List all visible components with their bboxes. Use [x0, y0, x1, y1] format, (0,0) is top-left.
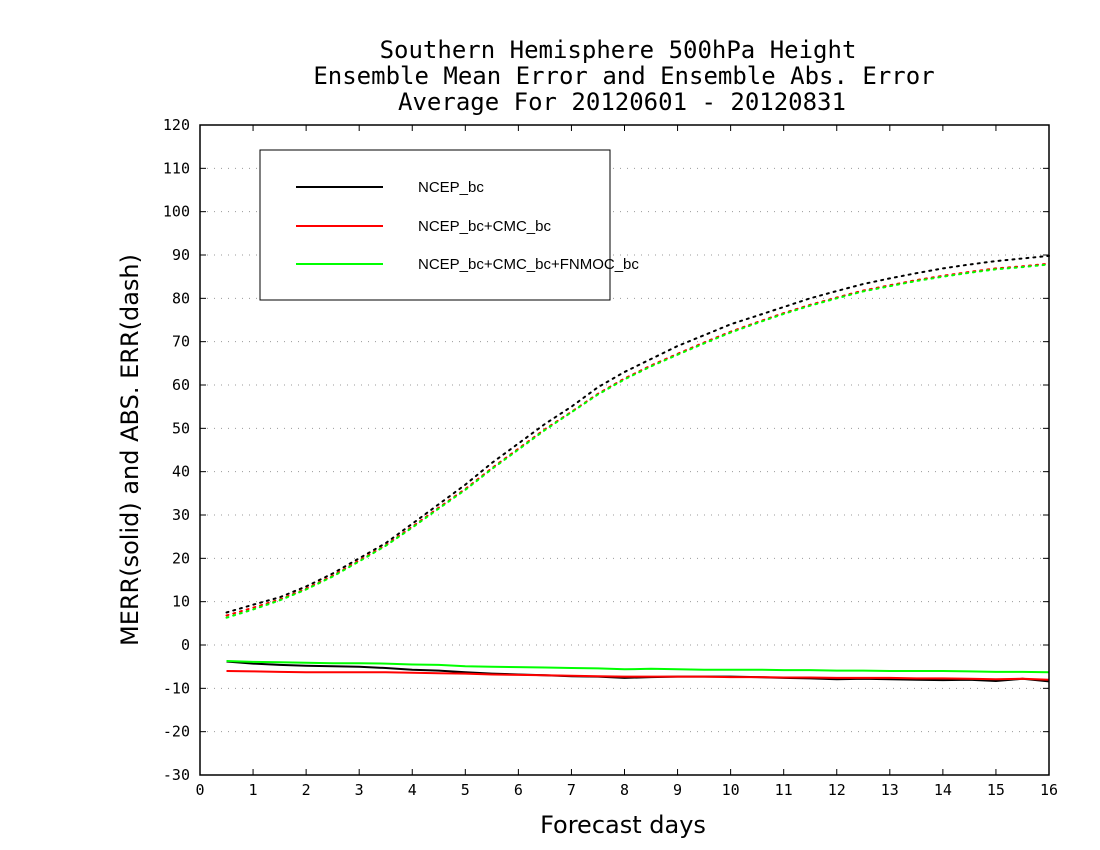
x-tick-label: 9 — [673, 781, 682, 799]
x-tick-label: 0 — [195, 781, 204, 799]
chart-title-line-3: Average For 20120601 - 20120831 — [398, 88, 846, 116]
y-tick-label: 110 — [163, 159, 190, 177]
chart-title-line-1: Southern Hemisphere 500hPa Height — [380, 36, 857, 64]
y-tick-label: 60 — [172, 376, 190, 394]
x-tick-label: 7 — [567, 781, 576, 799]
y-tick-label: 40 — [172, 463, 190, 481]
series-line-merr — [226, 660, 1050, 674]
y-axis-label: MERR(solid) and ABS. ERR(dash) — [116, 254, 144, 646]
series-line-merr — [226, 670, 1050, 681]
y-tick-label: -30 — [163, 766, 190, 784]
y-tick-label: 70 — [172, 333, 190, 351]
x-tick-label: 4 — [408, 781, 417, 799]
x-tick-label: 3 — [355, 781, 364, 799]
series-line-abs-err — [225, 254, 1050, 614]
x-tick-label: 5 — [461, 781, 470, 799]
y-tick-label: -10 — [163, 679, 190, 697]
x-tick-label: 13 — [881, 781, 899, 799]
x-tick-label: 6 — [514, 781, 523, 799]
x-tick-label: 1 — [249, 781, 258, 799]
y-axis: -30 -20 -10 0 10 20 30 40 50 60 70 80 90 100 110 120 — [163, 116, 1049, 784]
y-tick-label: 20 — [172, 549, 190, 567]
x-tick-label: 12 — [828, 781, 846, 799]
legend: NCEP_bc NCEP_bc+CMC_bc NCEP_bc+CMC_bc+FNMO… — [259, 149, 639, 301]
legend-label: NCEP_bc — [418, 179, 484, 196]
y-tick-label: -20 — [163, 723, 190, 741]
y-tick-label: 30 — [172, 506, 190, 524]
x-tick-label: 10 — [722, 781, 740, 799]
y-tick-label: 80 — [172, 289, 190, 307]
y-tick-label: 10 — [172, 593, 190, 611]
chart-title-line-2: Ensemble Mean Error and Ensemble Abs. Er… — [313, 62, 934, 90]
y-tick-label: 120 — [163, 116, 190, 134]
legend-label: NCEP_bc+CMC_bc — [418, 218, 551, 235]
y-tick-label: 0 — [181, 636, 190, 654]
gridlines — [200, 167, 1049, 733]
x-tick-label: 16 — [1040, 781, 1058, 799]
x-tick-label: 15 — [987, 781, 1005, 799]
y-tick-label: 50 — [172, 419, 190, 437]
chart-title: Southern Hemisphere 500hPa Height Ensemb… — [313, 36, 934, 116]
y-tick-label: 90 — [172, 246, 190, 264]
plot-series — [225, 254, 1050, 683]
x-tick-label: 8 — [620, 781, 629, 799]
x-axis: 0 1 2 3 4 5 6 7 8 9 10 11 12 13 14 15 16 — [195, 125, 1058, 799]
y-tick-label: 100 — [163, 203, 190, 221]
legend-label: NCEP_bc+CMC_bc+FNMOC_bc — [418, 256, 639, 273]
x-tick-label: 2 — [302, 781, 311, 799]
x-tick-label: 11 — [775, 781, 793, 799]
x-axis-label: Forecast days — [540, 811, 706, 839]
x-tick-label: 14 — [934, 781, 952, 799]
series-line-abs-err — [225, 263, 1050, 619]
